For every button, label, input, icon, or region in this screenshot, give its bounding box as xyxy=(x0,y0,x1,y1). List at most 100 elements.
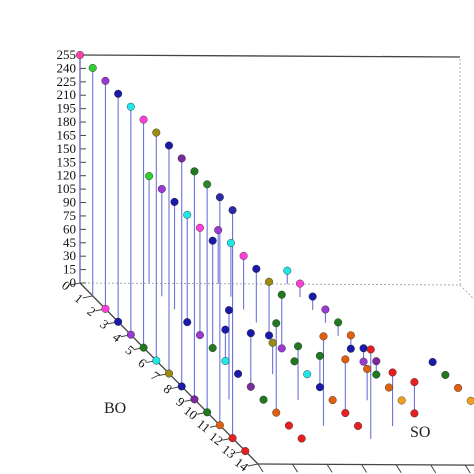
data-point xyxy=(328,396,337,405)
data-point xyxy=(354,421,363,430)
data-point xyxy=(277,290,286,299)
data-point xyxy=(265,277,274,286)
data-point xyxy=(252,264,261,273)
x-tick-label: 12 xyxy=(206,429,225,449)
y-axis-line xyxy=(257,463,474,466)
data-point xyxy=(341,355,350,364)
z-tick-label: 105 xyxy=(57,181,77,196)
z-tick-label: 75 xyxy=(63,208,76,223)
data-point xyxy=(157,184,166,193)
data-point xyxy=(239,251,248,260)
data-point xyxy=(319,332,328,341)
data-point xyxy=(215,193,224,202)
z-tick-label: 180 xyxy=(57,114,77,129)
y-tick-mark xyxy=(257,463,264,473)
data-point xyxy=(265,331,274,340)
data-point xyxy=(466,396,474,405)
data-point xyxy=(221,325,230,334)
data-point xyxy=(295,279,304,288)
data-point xyxy=(454,383,463,392)
data-point xyxy=(308,292,317,301)
x-tick-label: 4 xyxy=(110,329,125,345)
x-tick-mark xyxy=(247,463,259,467)
z-tick-label: 195 xyxy=(57,101,77,116)
data-point xyxy=(366,345,375,354)
data-point xyxy=(114,89,123,98)
data-point xyxy=(152,128,161,137)
data-point xyxy=(170,197,179,206)
data-point xyxy=(234,369,243,378)
data-point xyxy=(297,434,306,443)
data-point xyxy=(101,304,110,313)
data-point xyxy=(363,364,372,373)
data-point xyxy=(145,172,154,181)
z-tick-label: 240 xyxy=(57,60,77,75)
data-point xyxy=(372,357,381,366)
z-tick-label: 150 xyxy=(57,141,77,156)
data-point xyxy=(272,408,281,417)
data-point xyxy=(139,115,148,124)
z-tick-label: 255 xyxy=(57,47,77,62)
data-point xyxy=(384,383,393,392)
data-point xyxy=(214,226,223,235)
floor-side-edge xyxy=(459,284,474,300)
data-point xyxy=(114,317,123,326)
data-point xyxy=(246,382,255,391)
x-tick-mark xyxy=(82,295,93,299)
data-point xyxy=(334,318,343,327)
data-point xyxy=(203,180,212,189)
x-tick-label: 6 xyxy=(135,355,150,371)
data-point xyxy=(164,141,173,150)
data-point xyxy=(246,329,255,338)
data-point xyxy=(341,409,350,418)
y-tick-mark xyxy=(361,464,368,473)
data-point xyxy=(259,395,268,404)
z-tick-label: 60 xyxy=(63,221,76,236)
floor-back-edge xyxy=(79,282,461,286)
data-point xyxy=(226,239,235,248)
data-point xyxy=(75,51,84,60)
x-tick-label: 3 xyxy=(97,316,111,332)
data-point xyxy=(315,383,324,392)
data-point xyxy=(195,223,204,232)
data-point xyxy=(359,344,368,353)
y-tick-mark xyxy=(326,464,333,473)
data-point xyxy=(441,370,450,379)
z-tick-label: 165 xyxy=(57,127,77,142)
data-point xyxy=(321,305,330,314)
top-back-edge xyxy=(79,54,461,58)
data-point xyxy=(346,331,355,340)
data-point xyxy=(139,343,148,352)
data-point xyxy=(397,396,406,405)
x-tick-label: 1 xyxy=(72,290,86,306)
z-tick-label: 90 xyxy=(63,195,76,210)
data-point xyxy=(268,338,277,347)
data-point xyxy=(203,408,212,417)
data-point xyxy=(315,351,324,360)
data-point xyxy=(126,102,135,111)
data-point xyxy=(164,369,173,378)
data-point xyxy=(126,330,135,339)
y-tick-mark xyxy=(395,464,402,473)
data-point xyxy=(152,356,161,365)
x-tick-label: 8 xyxy=(161,381,175,397)
data-point xyxy=(284,421,293,430)
data-point xyxy=(388,368,397,377)
z-tick-label: 45 xyxy=(63,235,76,250)
y-tick-mark xyxy=(430,464,437,474)
x-axis-title: BO xyxy=(104,400,126,417)
z-tick-label: 15 xyxy=(63,262,76,277)
data-point xyxy=(101,76,110,85)
data-point xyxy=(208,236,217,245)
data-point xyxy=(290,357,299,366)
x-tick-label: 11 xyxy=(194,416,213,436)
data-point xyxy=(346,344,355,353)
data-point xyxy=(294,342,303,351)
data-point xyxy=(88,63,97,72)
x-tick-mark xyxy=(69,282,81,286)
data-point xyxy=(359,357,368,366)
data-point xyxy=(215,421,224,430)
data-point xyxy=(208,344,217,353)
data-point xyxy=(410,409,419,418)
